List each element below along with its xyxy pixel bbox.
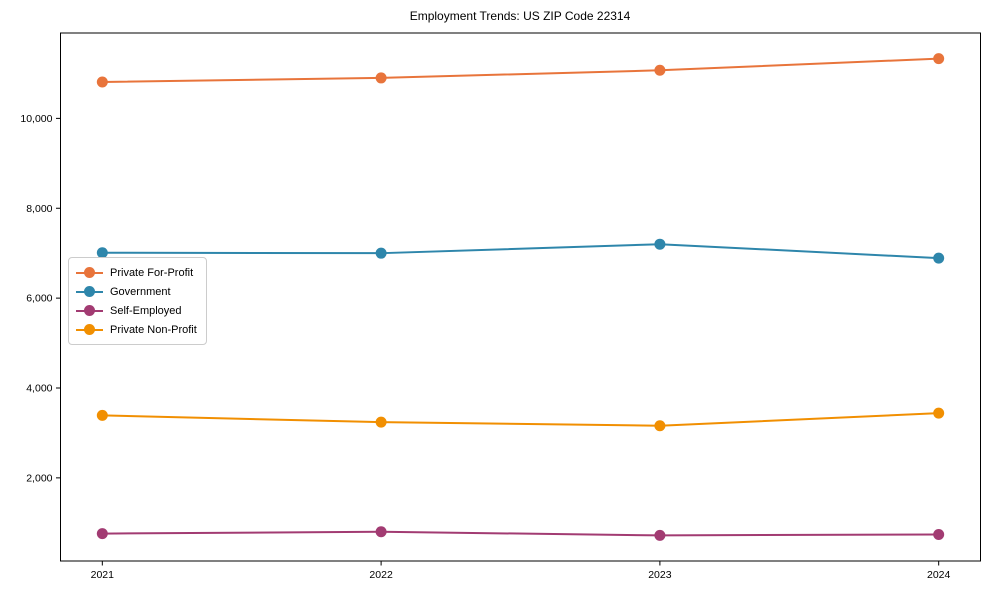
legend: Private For-Profit Government Self-Employe… xyxy=(68,257,207,345)
x-tick-label: 2024 xyxy=(927,569,951,581)
y-tick-label: 10,000 xyxy=(20,113,52,125)
series-line xyxy=(101,530,940,537)
data-point xyxy=(654,420,666,432)
legend-label: Private Non-Profit xyxy=(110,323,197,336)
legend-item: Self-Employed xyxy=(76,301,198,320)
legend-label: Self-Employed xyxy=(110,304,182,317)
legend-label: Government xyxy=(110,285,171,298)
data-point xyxy=(654,529,666,541)
series-private-non-profit xyxy=(96,407,945,432)
legend-item: Private Non-Profit xyxy=(76,320,198,339)
data-point xyxy=(375,72,387,84)
plot-frame xyxy=(60,32,981,562)
data-point xyxy=(96,76,108,88)
y-tick-label: 6,000 xyxy=(26,293,52,305)
legend-line-marker-icon xyxy=(76,266,103,279)
y-tick-label: 4,000 xyxy=(26,382,52,394)
data-point xyxy=(96,409,108,421)
x-tick-label: 2022 xyxy=(369,569,393,581)
series-line xyxy=(101,57,940,83)
data-point xyxy=(375,416,387,428)
x-tick-label: 2023 xyxy=(648,569,672,581)
x-tick-label: 2021 xyxy=(91,569,115,581)
series-line xyxy=(101,243,940,260)
data-point xyxy=(933,252,945,264)
y-tick-label: 8,000 xyxy=(26,203,52,215)
y-tick-label: 2,000 xyxy=(26,472,52,484)
data-point xyxy=(96,528,108,540)
data-point xyxy=(654,64,666,76)
x-axis: 2021 2022 2023 2024 xyxy=(91,561,951,581)
data-point xyxy=(933,53,945,65)
series-self-employed xyxy=(96,526,945,541)
legend-label: Private For-Profit xyxy=(110,266,194,279)
data-point xyxy=(96,247,108,259)
chart-title: Employment Trends: US ZIP Code 22314 xyxy=(409,9,631,23)
series-private-for-profit xyxy=(96,53,945,88)
data-point xyxy=(375,247,387,259)
series-line xyxy=(101,412,940,427)
series-government xyxy=(96,238,945,264)
legend-item: Private For-Profit xyxy=(76,263,198,282)
data-point xyxy=(654,238,666,250)
legend-line-marker-icon xyxy=(76,285,103,298)
legend-line-marker-icon xyxy=(76,323,103,336)
data-point xyxy=(933,407,945,419)
legend-line-marker-icon xyxy=(76,304,103,317)
data-point xyxy=(375,526,387,538)
y-axis: 2,000 4,000 6,000 8,000 10,000 xyxy=(20,113,61,484)
legend-item: Government xyxy=(76,282,198,301)
data-point xyxy=(933,528,945,540)
